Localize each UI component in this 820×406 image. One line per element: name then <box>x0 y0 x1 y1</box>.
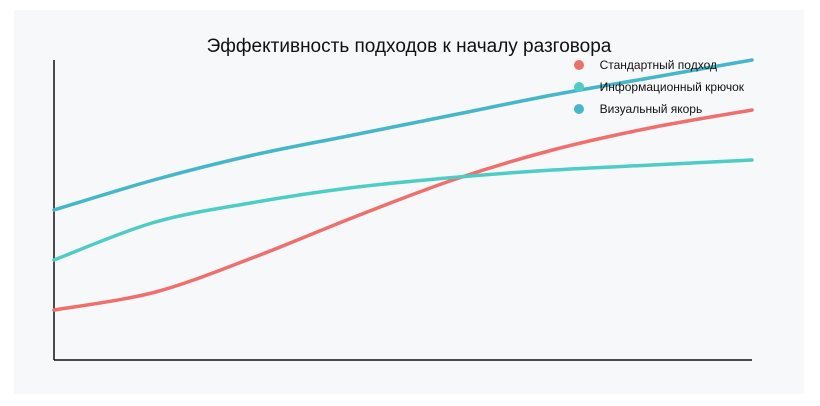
chart-title: Эффективность подходов к началу разговор… <box>206 36 612 57</box>
chart-card: Эффективность подходов к началу разговор… <box>14 10 804 394</box>
chart-legend: Стандартный подход Информационный крючок В… <box>573 54 744 120</box>
legend-item-1: Стандартный подход <box>573 54 744 76</box>
legend-marker-icon <box>573 104 584 114</box>
series-line-3 <box>52 58 754 212</box>
legend-marker-icon <box>573 82 584 92</box>
series-line-2 <box>52 158 754 262</box>
legend-marker-icon <box>573 60 584 70</box>
chart-plot <box>52 58 754 361</box>
legend-label: Визуальный якорь <box>599 102 703 116</box>
legend-label: Информационный крючок <box>599 80 744 94</box>
legend-label: Стандартный подход <box>599 58 717 72</box>
legend-item-3: Визуальный якорь <box>573 98 744 120</box>
legend-item-2: Информационный крючок <box>573 76 744 98</box>
series-line-1 <box>52 108 754 312</box>
